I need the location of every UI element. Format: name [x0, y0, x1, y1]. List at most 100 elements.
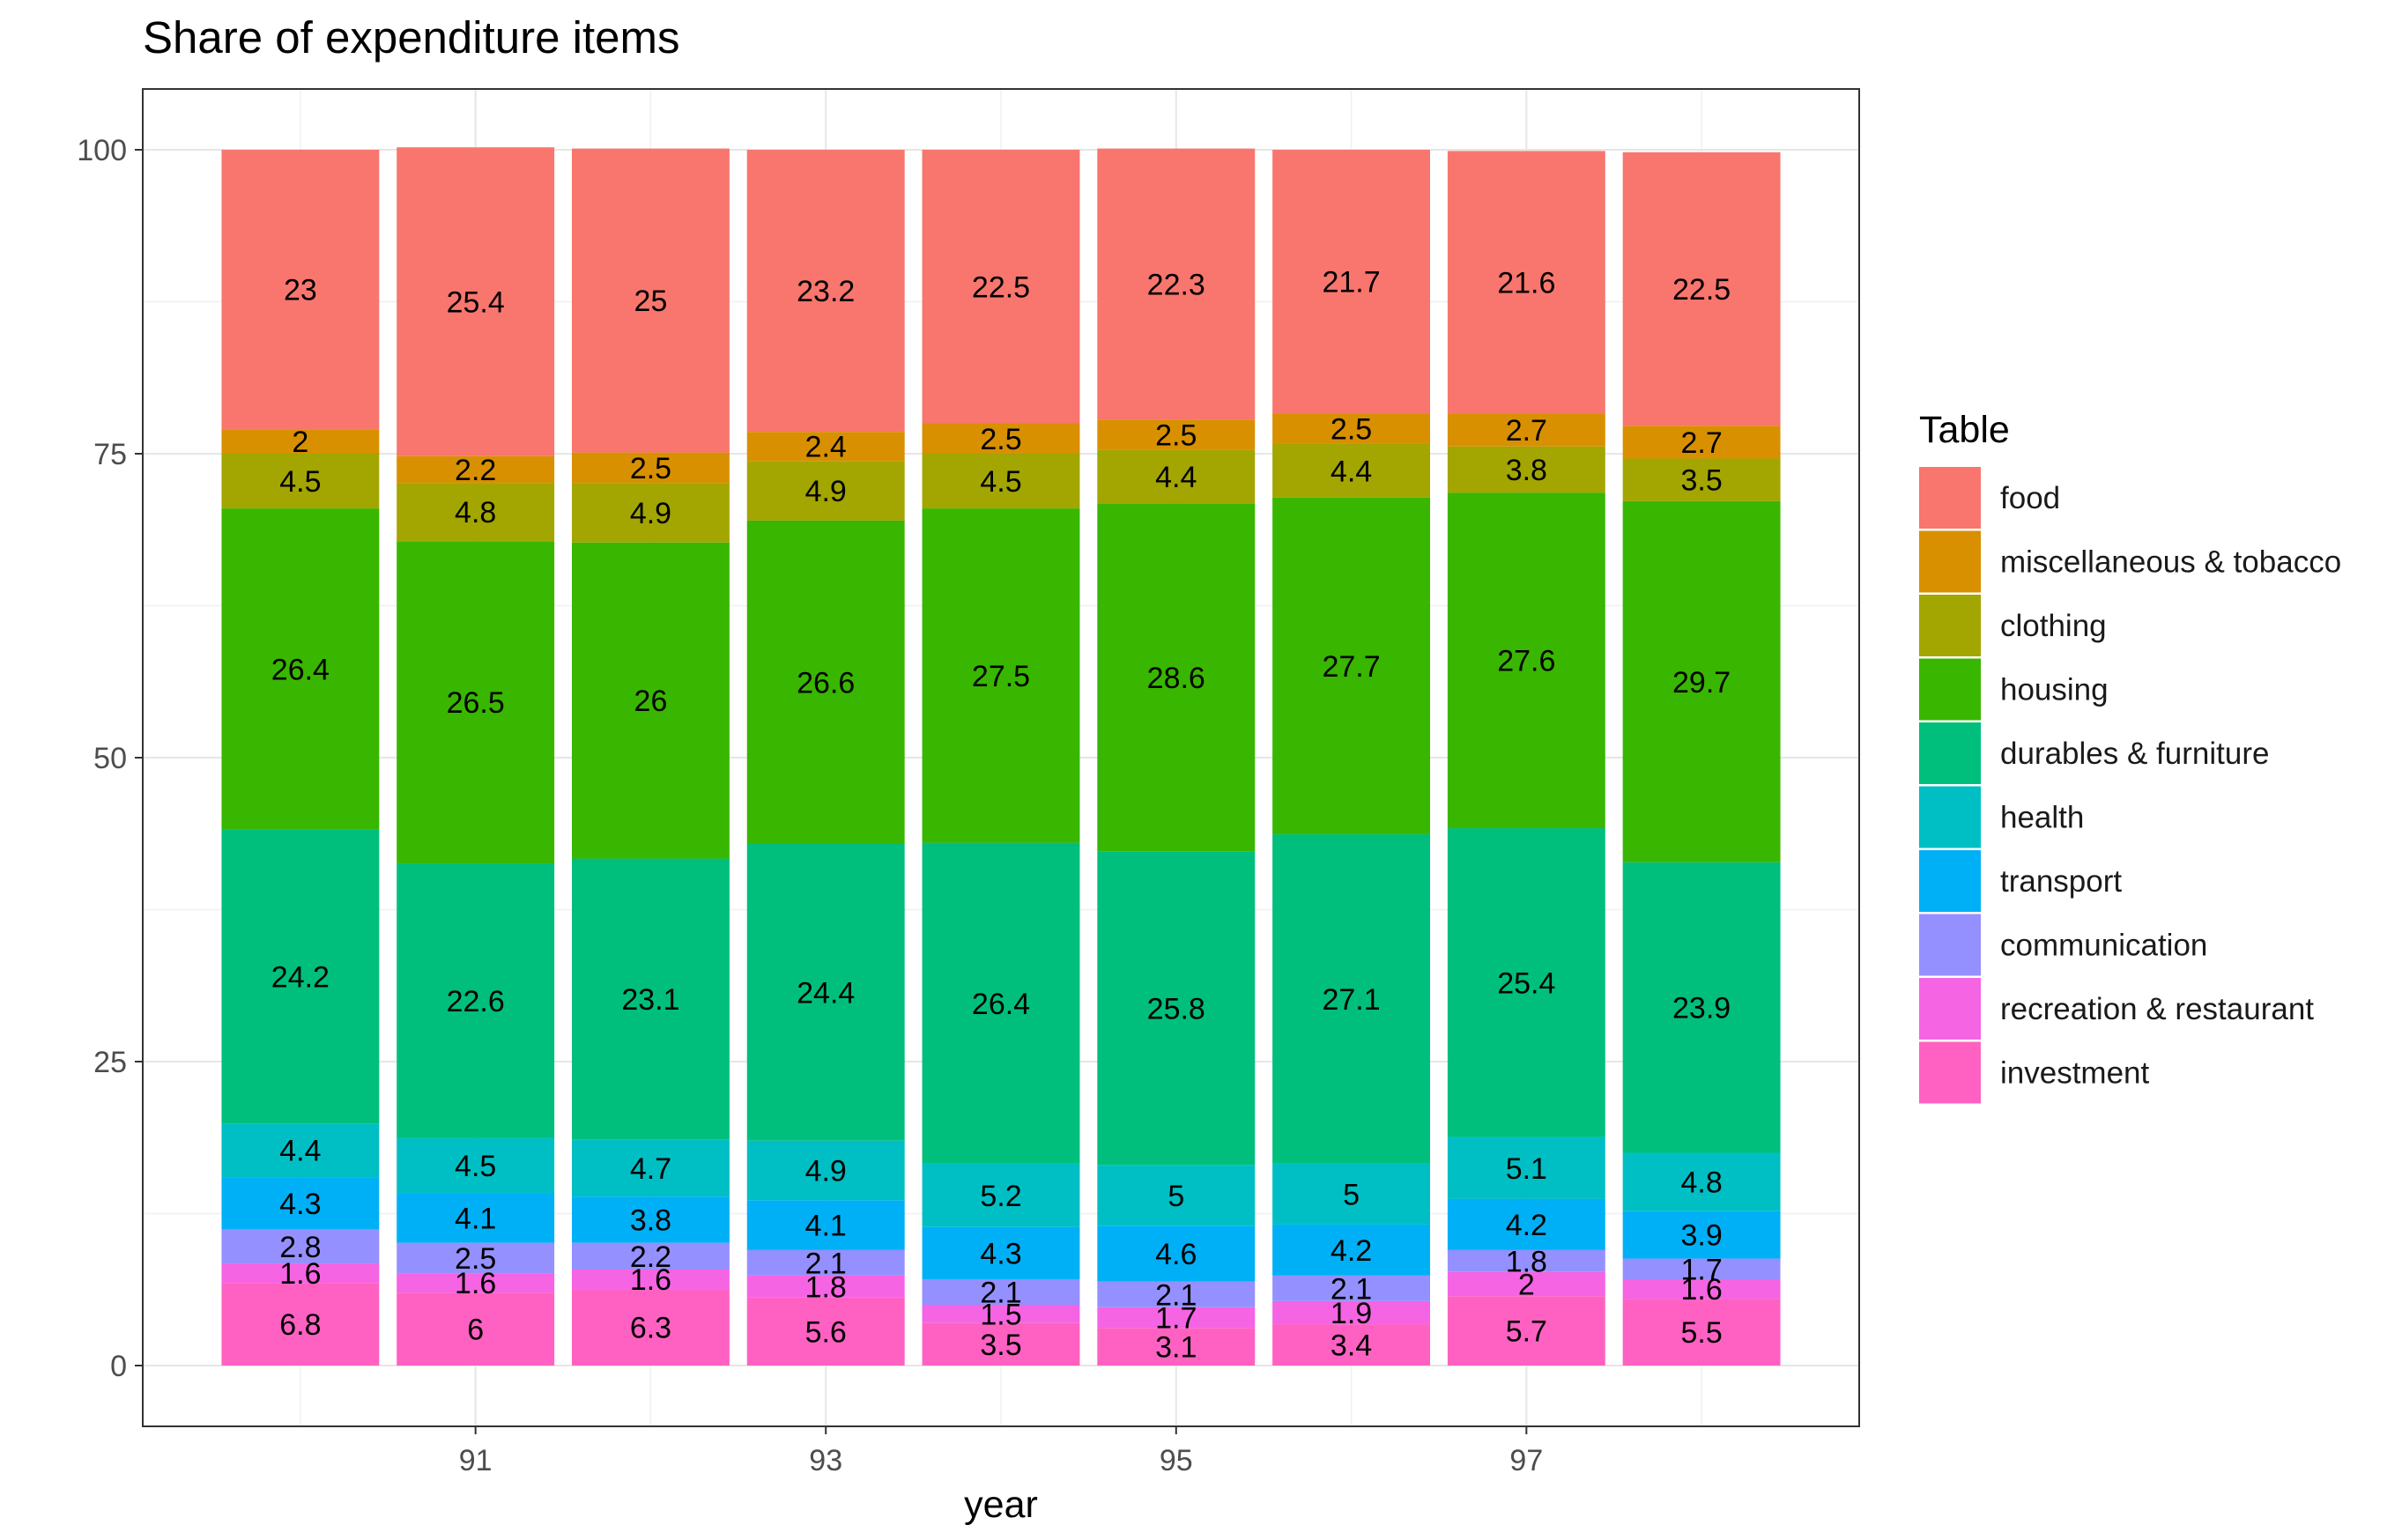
bar-segment-communication: [1447, 1249, 1605, 1272]
bar-segment-health: [1272, 1163, 1430, 1225]
bar-segment-health: [397, 1137, 555, 1194]
bar-segment-food: [1447, 151, 1605, 414]
data-label: 2.1: [980, 1277, 1021, 1310]
bar-segment-clothing: [221, 454, 380, 509]
data-label: 5.5: [1680, 1316, 1722, 1350]
bar-segment-miscellaneous-tobacco: [397, 455, 555, 484]
bar-segment-communication: [1622, 1258, 1781, 1280]
data-label: 1.7: [1680, 1253, 1722, 1286]
bar-segment-investment: [1447, 1296, 1605, 1366]
data-label: 1.6: [1680, 1273, 1722, 1307]
data-label: 22.6: [447, 985, 505, 1018]
data-label: 2.8: [279, 1231, 321, 1264]
data-label: 4.1: [455, 1202, 496, 1235]
bar-segment-investment: [1272, 1324, 1430, 1366]
chart-title: Share of expenditure items: [143, 12, 680, 63]
bar-segment-investment: [572, 1289, 730, 1366]
bar-segment-miscellaneous-tobacco: [746, 432, 905, 462]
legend-label: food: [2000, 481, 2060, 515]
bar-segment-transport: [1097, 1225, 1256, 1282]
data-label: 1.8: [1506, 1245, 1547, 1278]
x-tick-label: 95: [1160, 1444, 1193, 1477]
bar-segment-food: [397, 147, 555, 456]
bar-segment-housing: [1447, 492, 1605, 829]
data-label: 22.5: [972, 270, 1030, 304]
data-label: 6: [467, 1314, 484, 1347]
bar-segment-recreation-restaurant: [1447, 1271, 1605, 1297]
bar-segment-clothing: [572, 483, 730, 543]
data-label: 23: [284, 274, 317, 307]
bar-segment-food: [1272, 150, 1430, 414]
data-label: 4.9: [805, 475, 847, 508]
bar-segment-transport: [397, 1193, 555, 1243]
bar-segment-communication: [1272, 1275, 1430, 1301]
data-label: 1.8: [805, 1270, 847, 1304]
data-label: 21.7: [1322, 266, 1380, 300]
legend-label: miscellaneous & tobacco: [2000, 545, 2341, 580]
data-label: 1.6: [455, 1267, 496, 1300]
bar-segment-housing: [746, 520, 905, 844]
legend-label: recreation & restaurant: [2000, 992, 2314, 1026]
bar-segment-housing: [1622, 500, 1781, 863]
data-label: 1.5: [980, 1298, 1021, 1331]
data-label: 3.4: [1331, 1329, 1372, 1363]
data-label: 4.3: [279, 1188, 321, 1221]
bar-segment-investment: [1622, 1299, 1781, 1366]
bar-segment-health: [572, 1139, 730, 1197]
bar-segment-health: [1447, 1136, 1605, 1199]
data-label: 27.6: [1497, 645, 1555, 678]
legend-title: Table: [1919, 409, 2010, 451]
data-label: 27.5: [972, 660, 1030, 693]
bar-segment-durables-furniture: [1447, 828, 1605, 1137]
data-label: 3.8: [630, 1203, 671, 1237]
data-label: 5.2: [980, 1180, 1021, 1213]
bar-segment-housing: [1272, 497, 1430, 834]
legend-label: health: [2000, 801, 2084, 835]
y-tick-label: 0: [110, 1350, 127, 1383]
legend-key: [1919, 658, 1981, 721]
bar-segment-clothing: [1272, 443, 1430, 498]
legend-key: [1919, 530, 1981, 593]
legend-key: [1919, 914, 1981, 976]
data-label: 26.4: [972, 988, 1030, 1021]
data-label: 4.1: [805, 1210, 847, 1243]
bar-segment-durables-furniture: [922, 842, 1080, 1164]
bar-segment-durables-furniture: [1097, 851, 1256, 1166]
bar-segment-miscellaneous-tobacco: [1622, 426, 1781, 459]
data-label: 25.4: [1497, 966, 1555, 1000]
data-label: 3.9: [1680, 1219, 1722, 1253]
data-label: 2.2: [630, 1240, 671, 1274]
bar-segment-clothing: [1097, 449, 1256, 504]
data-label: 2.7: [1680, 426, 1722, 460]
legend-label: durables & furniture: [2000, 737, 2269, 771]
bar-segment-recreation-restaurant: [572, 1269, 730, 1290]
bar-segment-housing: [221, 508, 380, 830]
x-axis-title: year: [964, 1484, 1038, 1526]
bar-segment-investment: [1097, 1328, 1256, 1366]
bar-segment-housing: [1097, 503, 1256, 852]
bar-segment-miscellaneous-tobacco: [1097, 419, 1256, 450]
data-label: 4.7: [630, 1152, 671, 1186]
data-label: 1.6: [630, 1263, 671, 1297]
data-label: 2: [292, 426, 308, 459]
data-label: 23.1: [621, 983, 679, 1017]
legend-key: [1919, 978, 1981, 1040]
data-label: 4.8: [1680, 1166, 1722, 1200]
y-tick-label: 75: [93, 438, 127, 471]
bar-segment-miscellaneous-tobacco: [1272, 413, 1430, 444]
bar-segment-communication: [922, 1279, 1080, 1305]
data-label: 26.6: [797, 666, 855, 700]
data-label: 2.1: [1155, 1278, 1197, 1312]
data-label: 2.5: [630, 452, 671, 485]
segment-labels: 6.81.62.84.34.424.226.44.522361.62.54.14…: [271, 266, 1731, 1365]
data-label: 4.2: [1506, 1209, 1547, 1242]
bar-segment-clothing: [1447, 446, 1605, 493]
legend: Table food miscellaneous & tobacco clothin…: [1919, 409, 2341, 1104]
data-label: 4.4: [1331, 455, 1372, 488]
legend-label: communication: [2000, 929, 2207, 963]
bar-segment-clothing: [746, 461, 905, 521]
data-label: 2.4: [805, 431, 847, 464]
bar-segment-transport: [1447, 1198, 1605, 1250]
